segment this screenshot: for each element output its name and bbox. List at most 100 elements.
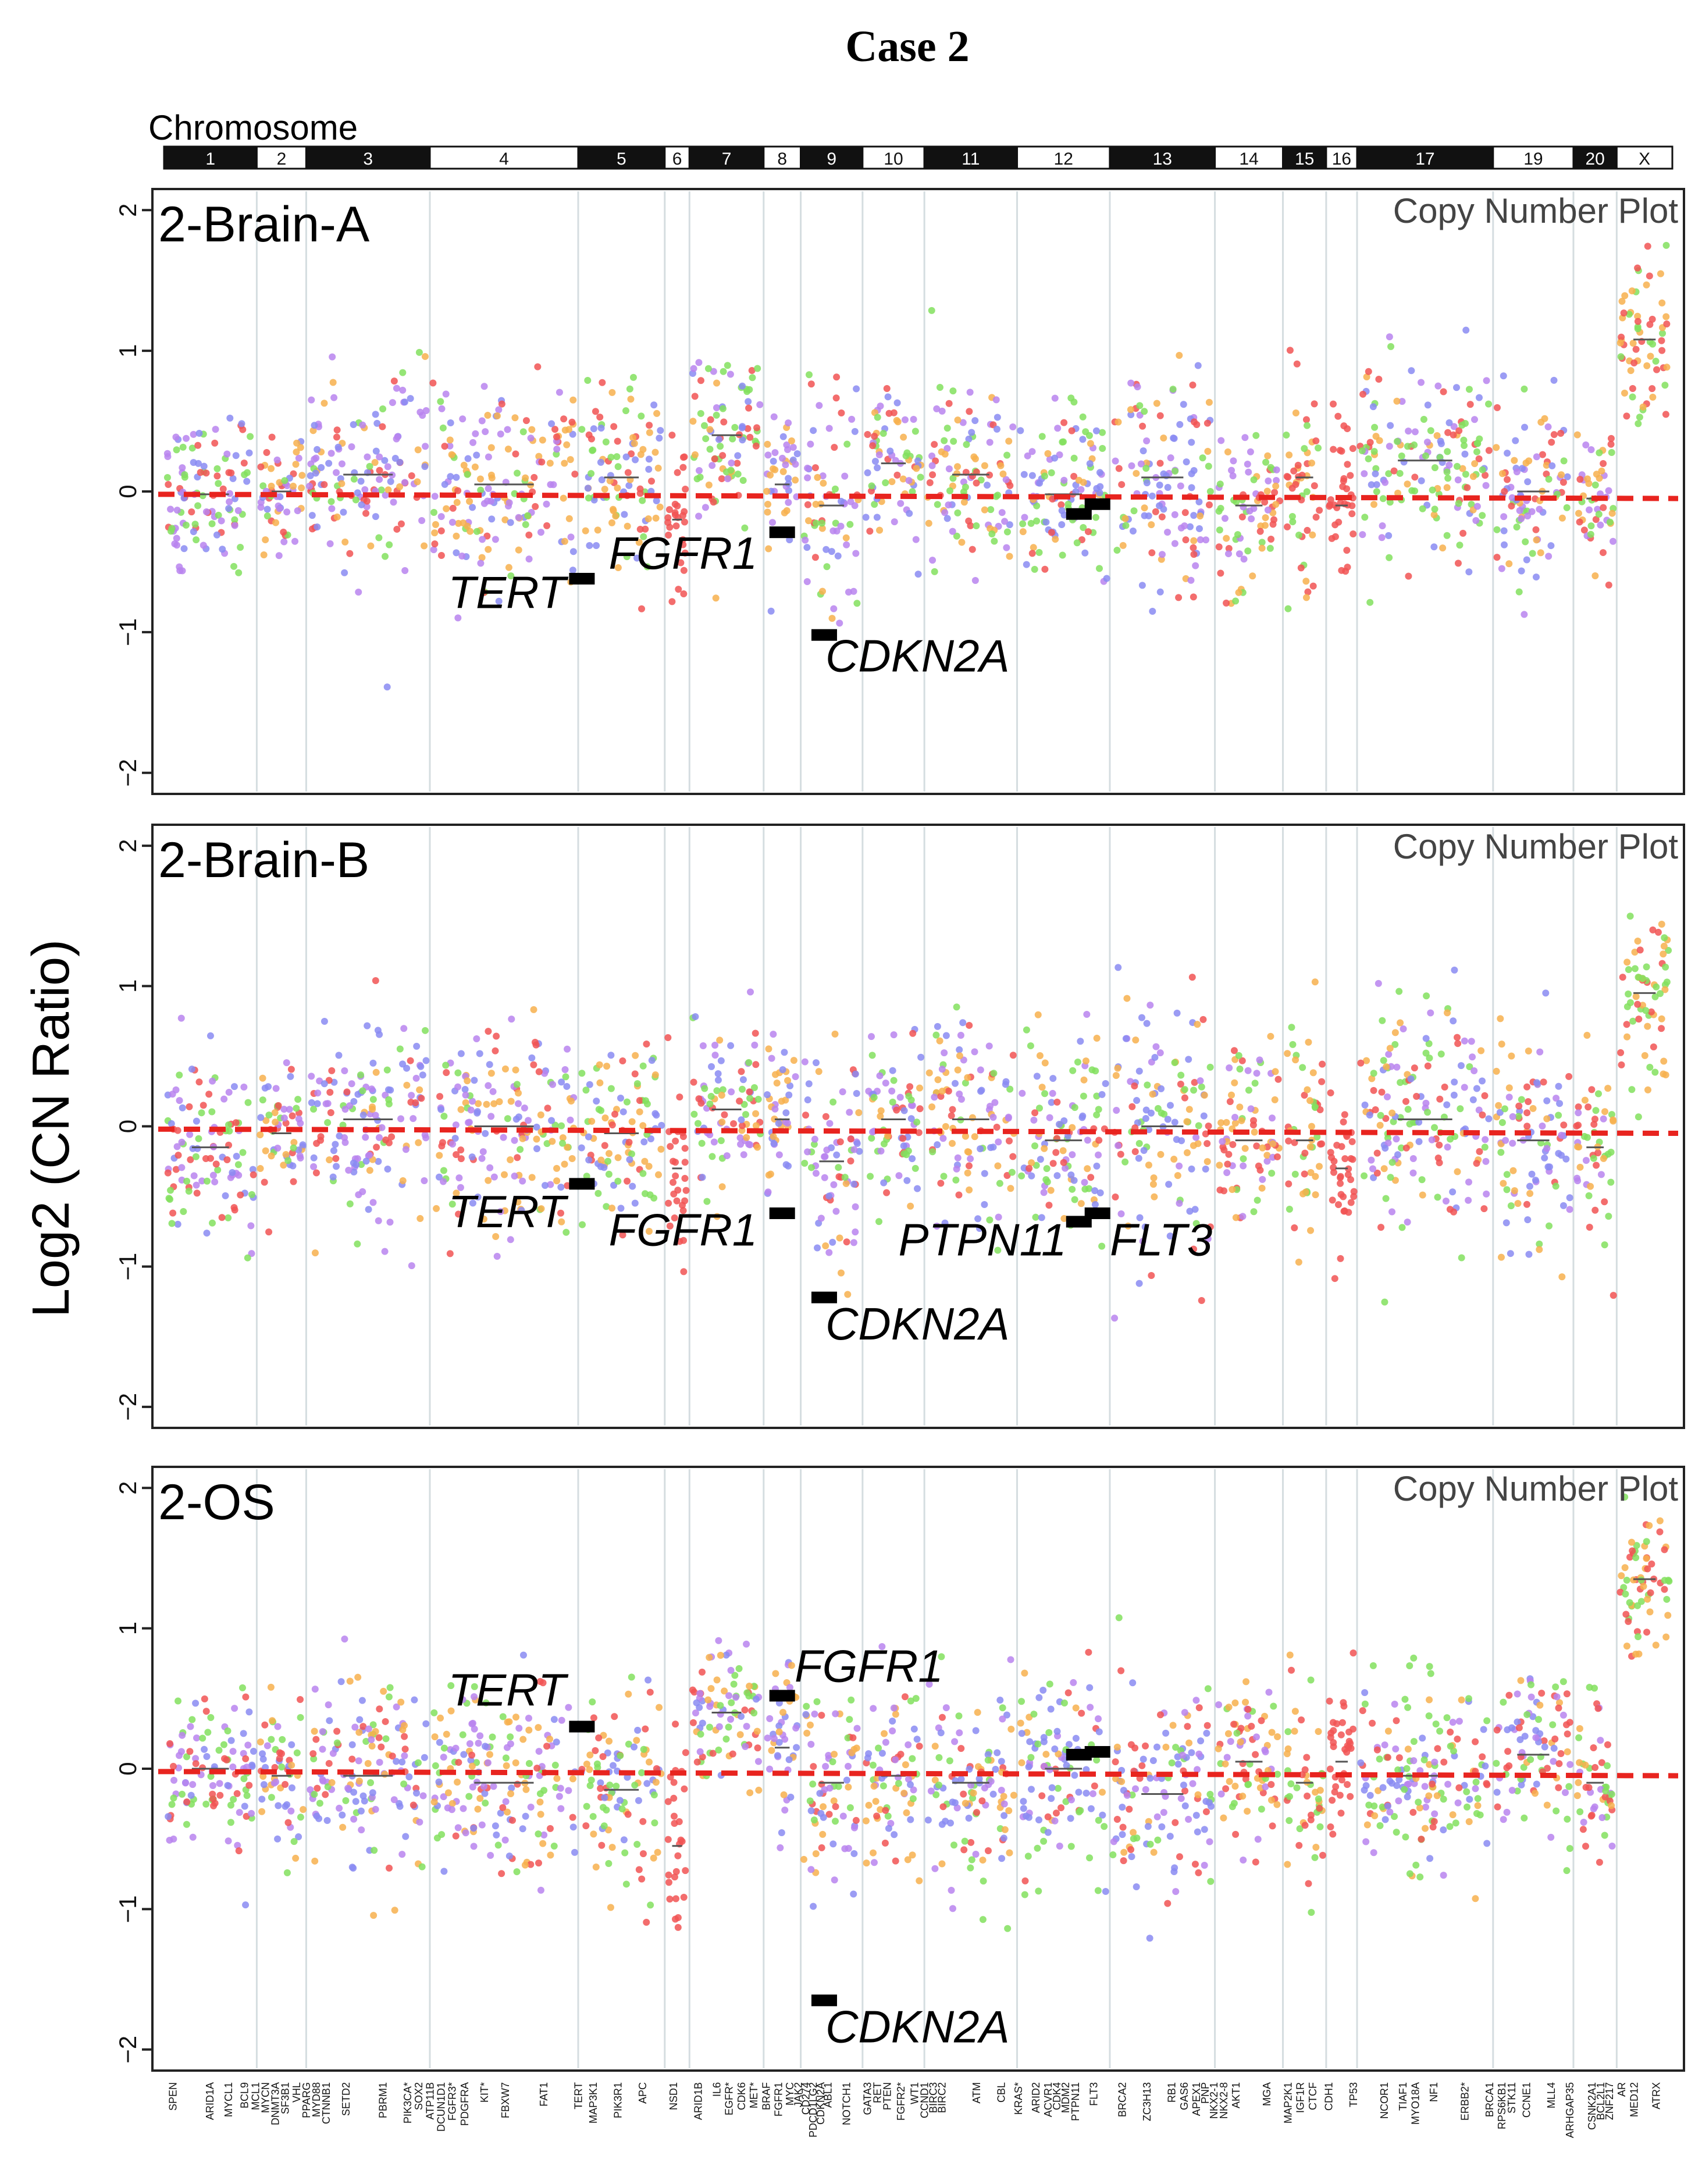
data-point xyxy=(1493,526,1501,533)
data-point xyxy=(1583,1032,1591,1039)
data-point xyxy=(369,1059,377,1067)
data-point xyxy=(772,1071,779,1078)
data-point xyxy=(639,1170,647,1177)
data-point xyxy=(875,1744,882,1752)
data-point xyxy=(464,455,472,462)
data-point xyxy=(1461,450,1469,458)
data-point xyxy=(200,1102,207,1109)
data-point xyxy=(313,1139,321,1147)
data-point xyxy=(675,1818,683,1826)
data-point xyxy=(478,1821,486,1829)
data-point xyxy=(484,1759,492,1766)
data-point xyxy=(240,459,248,467)
data-point xyxy=(533,1145,541,1153)
data-point xyxy=(730,1680,738,1688)
data-point xyxy=(623,553,631,561)
data-point xyxy=(382,1718,389,1725)
data-point xyxy=(729,435,736,443)
data-point xyxy=(607,1085,615,1092)
data-point xyxy=(338,460,346,468)
data-point xyxy=(504,426,511,433)
data-point xyxy=(398,1758,406,1766)
data-point xyxy=(192,1700,200,1707)
data-point xyxy=(701,1085,708,1092)
data-point xyxy=(696,1748,704,1755)
data-point xyxy=(1036,1052,1044,1059)
data-point xyxy=(880,430,887,437)
data-point xyxy=(216,1780,223,1787)
data-point xyxy=(1072,1704,1080,1712)
data-point xyxy=(825,1249,833,1256)
data-point xyxy=(906,510,913,517)
data-point xyxy=(1659,330,1667,337)
data-point xyxy=(1482,1157,1490,1165)
data-point xyxy=(469,439,477,446)
data-point xyxy=(430,1798,438,1806)
data-point xyxy=(342,1797,350,1804)
data-point xyxy=(1149,1091,1156,1098)
data-point xyxy=(1114,1064,1121,1072)
data-point xyxy=(1464,484,1471,491)
data-point xyxy=(1149,1757,1157,1765)
data-point xyxy=(632,456,639,464)
data-point xyxy=(1031,565,1038,573)
data-point xyxy=(1649,926,1657,934)
data-point xyxy=(1238,1117,1245,1124)
data-point xyxy=(1453,384,1461,391)
data-point xyxy=(1181,1086,1188,1093)
data-point xyxy=(1302,416,1310,423)
data-point xyxy=(706,1723,714,1731)
data-point xyxy=(499,1804,507,1811)
data-point xyxy=(813,1698,821,1705)
data-point xyxy=(480,589,487,596)
data-point xyxy=(359,1792,367,1800)
data-point xyxy=(350,1864,357,1872)
data-point xyxy=(617,1752,624,1759)
data-point xyxy=(560,494,567,502)
data-point xyxy=(1129,527,1137,535)
data-point xyxy=(1284,1861,1291,1868)
data-point xyxy=(583,1802,590,1810)
data-point xyxy=(1393,1717,1400,1725)
data-point xyxy=(361,486,369,493)
data-point xyxy=(372,411,379,418)
data-point xyxy=(1433,432,1441,440)
data-point xyxy=(843,1776,850,1784)
data-point xyxy=(321,400,328,407)
data-point xyxy=(490,1783,497,1790)
data-point xyxy=(403,1081,411,1089)
data-point xyxy=(743,1723,750,1730)
data-point xyxy=(942,1032,950,1039)
data-point xyxy=(640,1745,647,1753)
data-point xyxy=(1436,1159,1443,1167)
data-point xyxy=(1437,1050,1445,1058)
data-point xyxy=(519,1825,526,1833)
data-point xyxy=(945,400,953,407)
data-point xyxy=(785,475,792,482)
data-point xyxy=(606,477,614,484)
data-point xyxy=(1019,1089,1026,1097)
data-point xyxy=(831,1751,838,1758)
data-point xyxy=(1543,461,1550,469)
data-point xyxy=(204,1177,211,1185)
data-point xyxy=(1283,523,1291,530)
data-point xyxy=(780,1791,788,1798)
data-point xyxy=(1500,527,1508,535)
data-point xyxy=(548,420,556,427)
data-point xyxy=(1372,470,1379,478)
data-point xyxy=(1556,1100,1564,1107)
data-point xyxy=(1331,1788,1338,1796)
data-point xyxy=(1184,1723,1191,1730)
data-point xyxy=(565,1787,572,1794)
data-point xyxy=(453,498,461,506)
data-point xyxy=(1564,473,1571,480)
data-point xyxy=(1545,475,1553,483)
data-point xyxy=(443,505,450,512)
data-point xyxy=(693,1758,701,1766)
data-point xyxy=(1182,536,1190,544)
data-point xyxy=(1548,462,1556,469)
data-point xyxy=(1465,568,1473,576)
data-point xyxy=(792,476,799,484)
data-point xyxy=(1232,1830,1240,1838)
data-point xyxy=(1316,1141,1324,1148)
